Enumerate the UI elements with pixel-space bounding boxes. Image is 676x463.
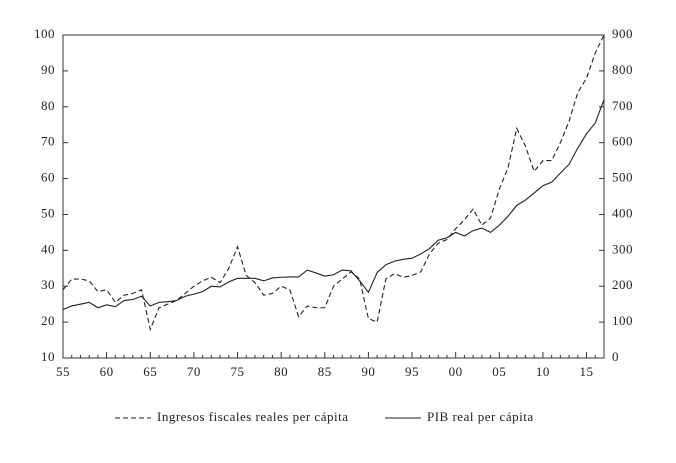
x-tick-label: 85	[318, 364, 332, 379]
y-tick-label: 70	[41, 134, 55, 149]
y2-tick-label: 200	[612, 277, 633, 292]
x-tick-label: 60	[100, 364, 114, 379]
x-tick-label: 15	[580, 364, 594, 379]
y-tick-label: 40	[41, 241, 55, 256]
y2-tick-label: 600	[612, 134, 633, 149]
y-tick-label: 50	[41, 205, 55, 220]
line-series	[62, 99, 605, 311]
y2-tick-label: 100	[612, 313, 633, 328]
legend-label: Ingresos fiscales reales per cápita	[157, 409, 348, 424]
x-tick-label: 90	[361, 364, 375, 379]
x-tick-label: 65	[143, 364, 157, 379]
y-tick-label: 20	[41, 313, 55, 328]
y2-tick-label: 800	[612, 62, 633, 77]
y-tick-label: 60	[41, 170, 55, 185]
x-tick-label: 95	[405, 364, 419, 379]
y2-tick-label: 300	[612, 241, 633, 256]
line-series	[62, 34, 605, 332]
y-tick-label: 100	[34, 26, 55, 41]
y-tick-label: 90	[41, 62, 55, 77]
x-tick-label: 55	[56, 364, 70, 379]
y2-tick-label: 900	[612, 26, 633, 41]
y-tick-label: 10	[41, 349, 55, 364]
y2-tick-label: 0	[612, 349, 619, 364]
y2-tick-label: 700	[612, 98, 633, 113]
plot-frame	[62, 34, 605, 359]
y-tick-label: 80	[41, 98, 55, 113]
y2-tick-label: 500	[612, 170, 633, 185]
x-tick-label: 10	[536, 364, 550, 379]
y-tick-label: 30	[41, 277, 55, 292]
x-tick-label: 75	[231, 364, 245, 379]
x-tick-label: 80	[274, 364, 288, 379]
x-tick-label: 00	[449, 364, 463, 379]
x-tick-label: 70	[187, 364, 201, 379]
legend-label: PIB real per cápita	[427, 409, 534, 424]
y2-tick-label: 400	[612, 205, 633, 220]
x-tick-label: 05	[492, 364, 506, 379]
